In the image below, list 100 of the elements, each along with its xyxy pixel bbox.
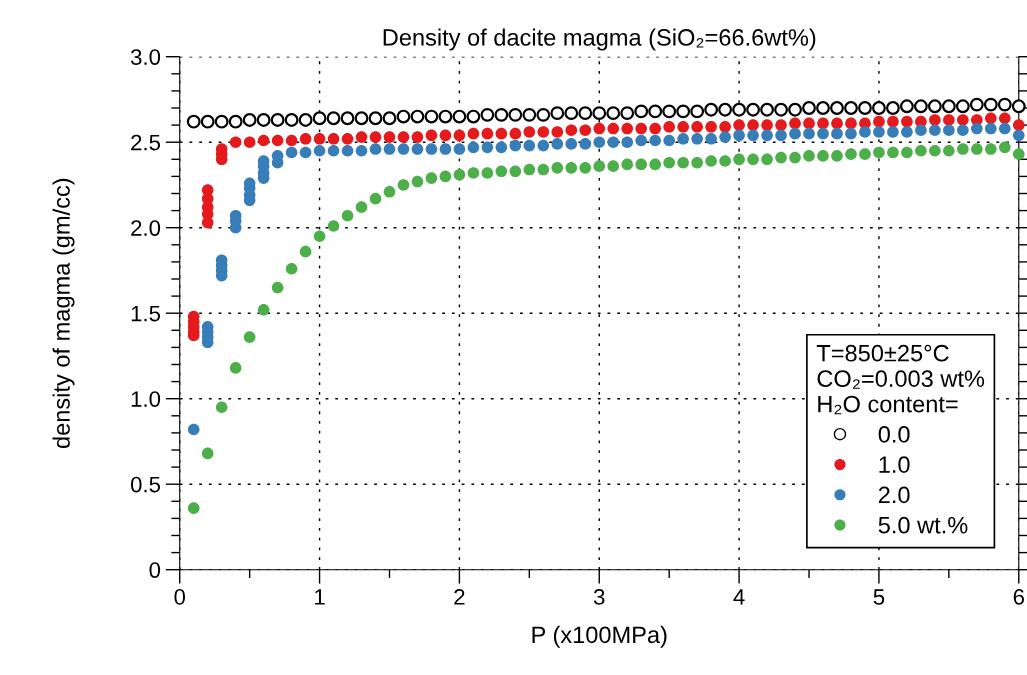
point [523, 163, 536, 176]
point [607, 160, 620, 172]
x-tick-label: 5 [873, 589, 885, 605]
point [1012, 148, 1025, 160]
point [411, 175, 424, 188]
x-axis-title: P (x100MPa) [532, 625, 667, 648]
y-tick-label: 0.5 [130, 476, 161, 493]
point [663, 156, 675, 169]
y-tick-label: 3.0 [130, 49, 161, 65]
point [593, 160, 606, 172]
point [508, 107, 523, 122]
point [592, 106, 607, 121]
point [649, 158, 661, 171]
point [983, 97, 998, 112]
point [803, 150, 815, 162]
x-tick-label: 4 [733, 589, 745, 605]
point [467, 167, 480, 179]
point [354, 111, 369, 126]
point [831, 150, 843, 162]
point [704, 102, 719, 117]
point [439, 170, 452, 183]
y-tick-label: 2.0 [131, 220, 161, 236]
point [690, 104, 705, 119]
point [1011, 99, 1026, 114]
point [816, 101, 830, 115]
x-tick-label: 0 [174, 589, 186, 605]
point [901, 146, 913, 159]
point [242, 113, 257, 127]
point [941, 99, 956, 114]
x-tick-label: 6 [1013, 589, 1024, 605]
point [368, 111, 383, 126]
point [578, 106, 593, 121]
point [229, 362, 242, 374]
point [341, 209, 354, 222]
point [677, 156, 689, 169]
x-tick-label: 3 [593, 589, 605, 605]
point [452, 109, 467, 124]
point [326, 111, 341, 126]
point [858, 101, 872, 115]
y-tick-label: 0 [149, 562, 161, 578]
point [845, 148, 857, 160]
point [383, 185, 396, 198]
point [802, 101, 816, 115]
point [285, 262, 298, 275]
point [971, 143, 983, 155]
point [313, 230, 326, 243]
point [859, 148, 871, 160]
chart-title: Density of dacite magma (SiO₂=66.6wt%) [383, 28, 816, 51]
point [997, 97, 1012, 112]
point [396, 109, 411, 124]
point [565, 162, 578, 174]
point [789, 151, 801, 164]
point [355, 201, 368, 213]
y-tick-label: 2.5 [131, 134, 161, 151]
point [550, 106, 565, 121]
point [284, 113, 299, 127]
point [913, 99, 928, 114]
point [873, 146, 885, 159]
point [732, 102, 747, 117]
x-tick-label: 2 [454, 589, 465, 605]
point [733, 153, 745, 166]
point [830, 101, 844, 115]
point [817, 150, 829, 162]
point [620, 106, 635, 121]
point [228, 114, 243, 129]
point [327, 220, 340, 232]
point [635, 158, 648, 171]
point [899, 99, 914, 114]
point [606, 106, 621, 121]
point [872, 101, 886, 115]
point [215, 401, 228, 414]
point [214, 114, 229, 129]
point [788, 102, 802, 117]
point [774, 102, 788, 117]
point [410, 109, 425, 124]
point [775, 151, 787, 164]
point [621, 158, 634, 171]
point [969, 97, 984, 112]
legend-label: 0.0 [878, 425, 910, 443]
point [453, 168, 466, 181]
point [719, 155, 731, 167]
point [201, 447, 214, 460]
y-axis-title: density of magma (gm/cc) [52, 178, 75, 448]
point [270, 113, 285, 127]
point [425, 172, 438, 184]
point [257, 303, 270, 316]
point [271, 281, 284, 294]
point [481, 167, 494, 179]
point [480, 107, 495, 122]
point [382, 111, 397, 126]
point [522, 107, 537, 122]
legend-label: 5.0 wt.% [878, 516, 968, 534]
point [929, 144, 941, 157]
point [746, 102, 760, 117]
point [256, 113, 271, 127]
point [187, 502, 200, 514]
point [369, 192, 382, 205]
point [438, 109, 453, 124]
point [186, 114, 201, 129]
point [957, 143, 969, 155]
